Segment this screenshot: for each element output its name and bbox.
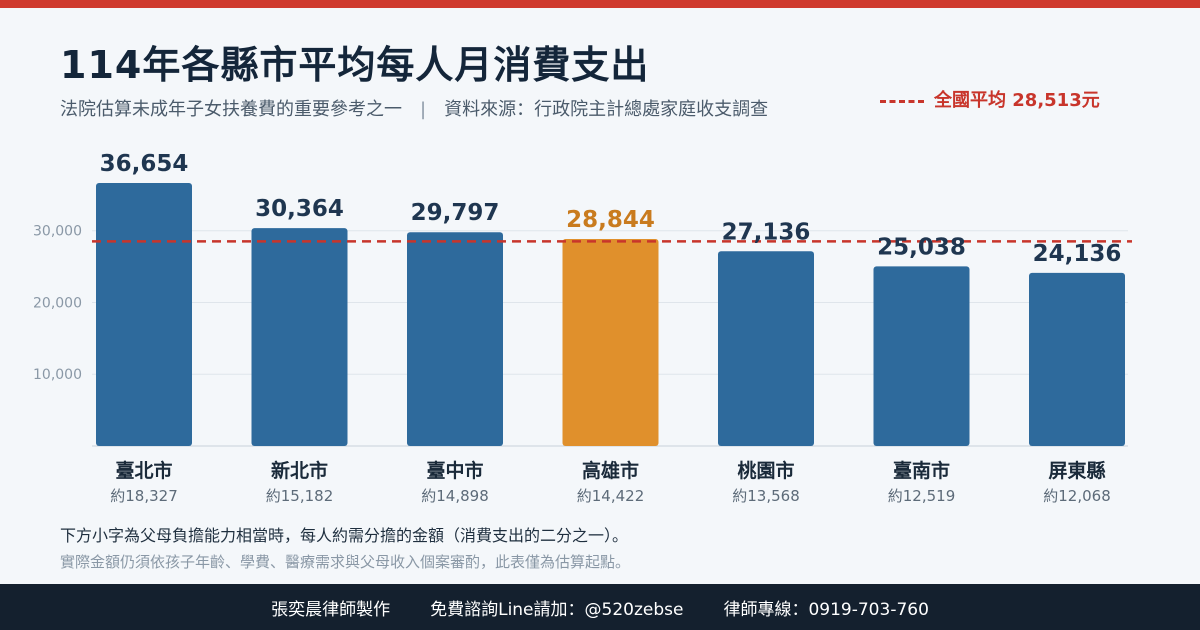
- average-legend-label: 全國平均 28,513元: [934, 90, 1100, 111]
- bar-sub-label: 約13,568: [732, 487, 800, 505]
- bar: [96, 183, 192, 446]
- y-tick-label: 10,000: [33, 367, 82, 383]
- bar-sub-label: 約15,182: [266, 487, 334, 505]
- average-legend: 全國平均 28,513元: [880, 86, 1100, 112]
- note-primary: 下方小字為父母負擔能力相當時，每人約需分擔的金額（消費支出的二分之一）。: [60, 526, 629, 545]
- top-accent-bar: [0, 0, 1200, 8]
- bar-value-label: 29,797: [411, 200, 500, 226]
- footer-phone: 律師專線：0919-703-760: [723, 599, 929, 620]
- bar-value-label: 36,654: [100, 151, 189, 177]
- average-legend-dash: [880, 99, 924, 103]
- bar: [562, 239, 659, 446]
- footer-bar: 張奕晨律師製作 免費諮詢Line請加：@520zebse 律師專線：0919-7…: [0, 584, 1200, 630]
- bar: [873, 266, 970, 446]
- x-tick-label: 臺南市: [893, 459, 950, 482]
- x-tick-label: 新北市: [271, 459, 328, 482]
- x-tick-label: 桃園市: [737, 459, 794, 482]
- bar-value-label: 27,136: [722, 219, 811, 245]
- x-tick-label: 高雄市: [582, 459, 639, 482]
- subtitle-separator: |: [420, 99, 427, 120]
- bar-sub-label: 約14,898: [421, 487, 489, 505]
- bar: [251, 228, 348, 446]
- note-secondary: 實際金額仍須依孩子年齡、學費、醫療需求與父母收入個案審酌，此表僅為估算起點。: [60, 553, 631, 571]
- bar-value-label: 30,364: [255, 196, 344, 222]
- subtitle: 法院估算未成年子女扶養費的重要參考之一 | 資料來源：行政院主計總處家庭收支調查: [60, 95, 768, 121]
- bar-value-label: 24,136: [1033, 241, 1122, 267]
- bar: [718, 251, 814, 446]
- subtitle-source: 資料來源：行政院主計總處家庭收支調查: [444, 99, 769, 120]
- footer-line-contact: 免費諮詢Line請加：@520zebse: [430, 599, 684, 620]
- y-tick-label: 20,000: [33, 295, 82, 311]
- bar: [1029, 272, 1125, 446]
- bar-value-label: 25,038: [877, 234, 966, 260]
- bar-sub-label: 約14,422: [577, 487, 645, 505]
- footer-maker: 張奕晨律師製作: [271, 599, 391, 620]
- bar-sub-label: 約12,068: [1043, 487, 1111, 505]
- x-tick-label: 臺北市: [115, 459, 172, 482]
- subtitle-description: 法院估算未成年子女扶養費的重要參考之一: [60, 99, 402, 120]
- y-tick-label: 30,000: [33, 224, 82, 240]
- page-title: 114年各縣市平均每人月消費支出: [60, 43, 650, 87]
- bar-value-label: 28,844: [566, 207, 655, 233]
- bar-sub-label: 約12,519: [888, 487, 956, 505]
- bar-sub-label: 約18,327: [110, 487, 178, 505]
- x-tick-label: 屏東縣: [1048, 459, 1105, 482]
- x-tick-label: 臺中市: [426, 459, 483, 482]
- bar: [407, 232, 503, 446]
